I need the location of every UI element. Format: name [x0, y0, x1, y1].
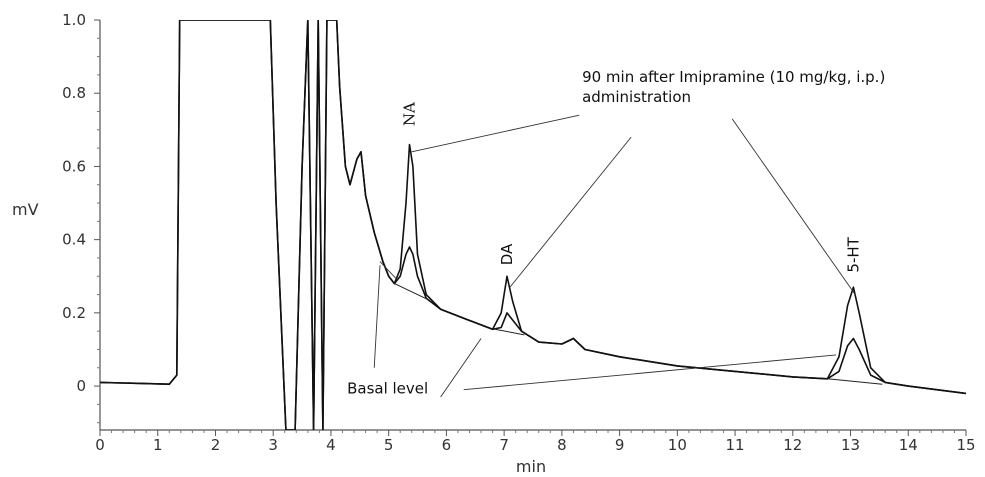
y-axis-label: mV [12, 200, 39, 219]
y-tick-label: 0.4 [62, 231, 86, 249]
peak-label-da: DA [498, 243, 516, 265]
annotation-pointer [509, 136, 632, 288]
series-layer [100, 20, 966, 430]
trace-line-2 [100, 20, 966, 430]
peak-label-5ht: 5-HT [844, 236, 862, 272]
y-tick-label: 1.0 [62, 11, 86, 29]
annotation-pointer [731, 118, 856, 295]
x-tick-label: 5 [384, 436, 394, 454]
peak-baseline [827, 378, 883, 385]
x-tick-label: 6 [442, 436, 452, 454]
x-axis-label: min [516, 457, 546, 476]
x-tick-label: 7 [499, 436, 509, 454]
x-tick-label: 13 [841, 436, 860, 454]
x-tick-label: 15 [956, 436, 975, 454]
y-tick-label: 0.6 [62, 157, 86, 175]
x-tick-label: 8 [557, 436, 567, 454]
annotation-imipramine: 90 min after Imipramine (10 mg/kg, i.p.) [582, 68, 885, 86]
annotation-pointer [379, 261, 398, 281]
x-tick-label: 2 [211, 436, 221, 454]
annotation-pointer [440, 338, 482, 398]
x-tick-label: 1 [153, 436, 163, 454]
x-tick-label: 11 [726, 436, 745, 454]
annotation-pointer [373, 265, 381, 368]
x-tick-label: 14 [899, 436, 918, 454]
y-tick-label: 0.2 [62, 304, 86, 322]
x-tick-label: 0 [95, 436, 105, 454]
y-tick-label: 0.8 [62, 84, 86, 102]
peak-baseline [394, 283, 430, 301]
x-tick-label: 9 [615, 436, 625, 454]
peak-baseline [495, 328, 525, 336]
annotation-pointer [411, 114, 580, 153]
annotation-imipramine: administration [582, 88, 691, 106]
annotation-basal-level: Basal level [347, 379, 428, 397]
x-tick-label: 12 [783, 436, 802, 454]
x-tick-label: 4 [326, 436, 336, 454]
annotation-pointer [463, 354, 837, 391]
peak-label-na: NA [400, 102, 418, 126]
annotation-layer: NA DA 5-HT 90 min after Imipramine (10 mg/k… [347, 68, 885, 397]
x-tick-label: 10 [668, 436, 687, 454]
x-tick-label: 3 [268, 436, 278, 454]
y-tick-label: 0 [76, 377, 86, 395]
